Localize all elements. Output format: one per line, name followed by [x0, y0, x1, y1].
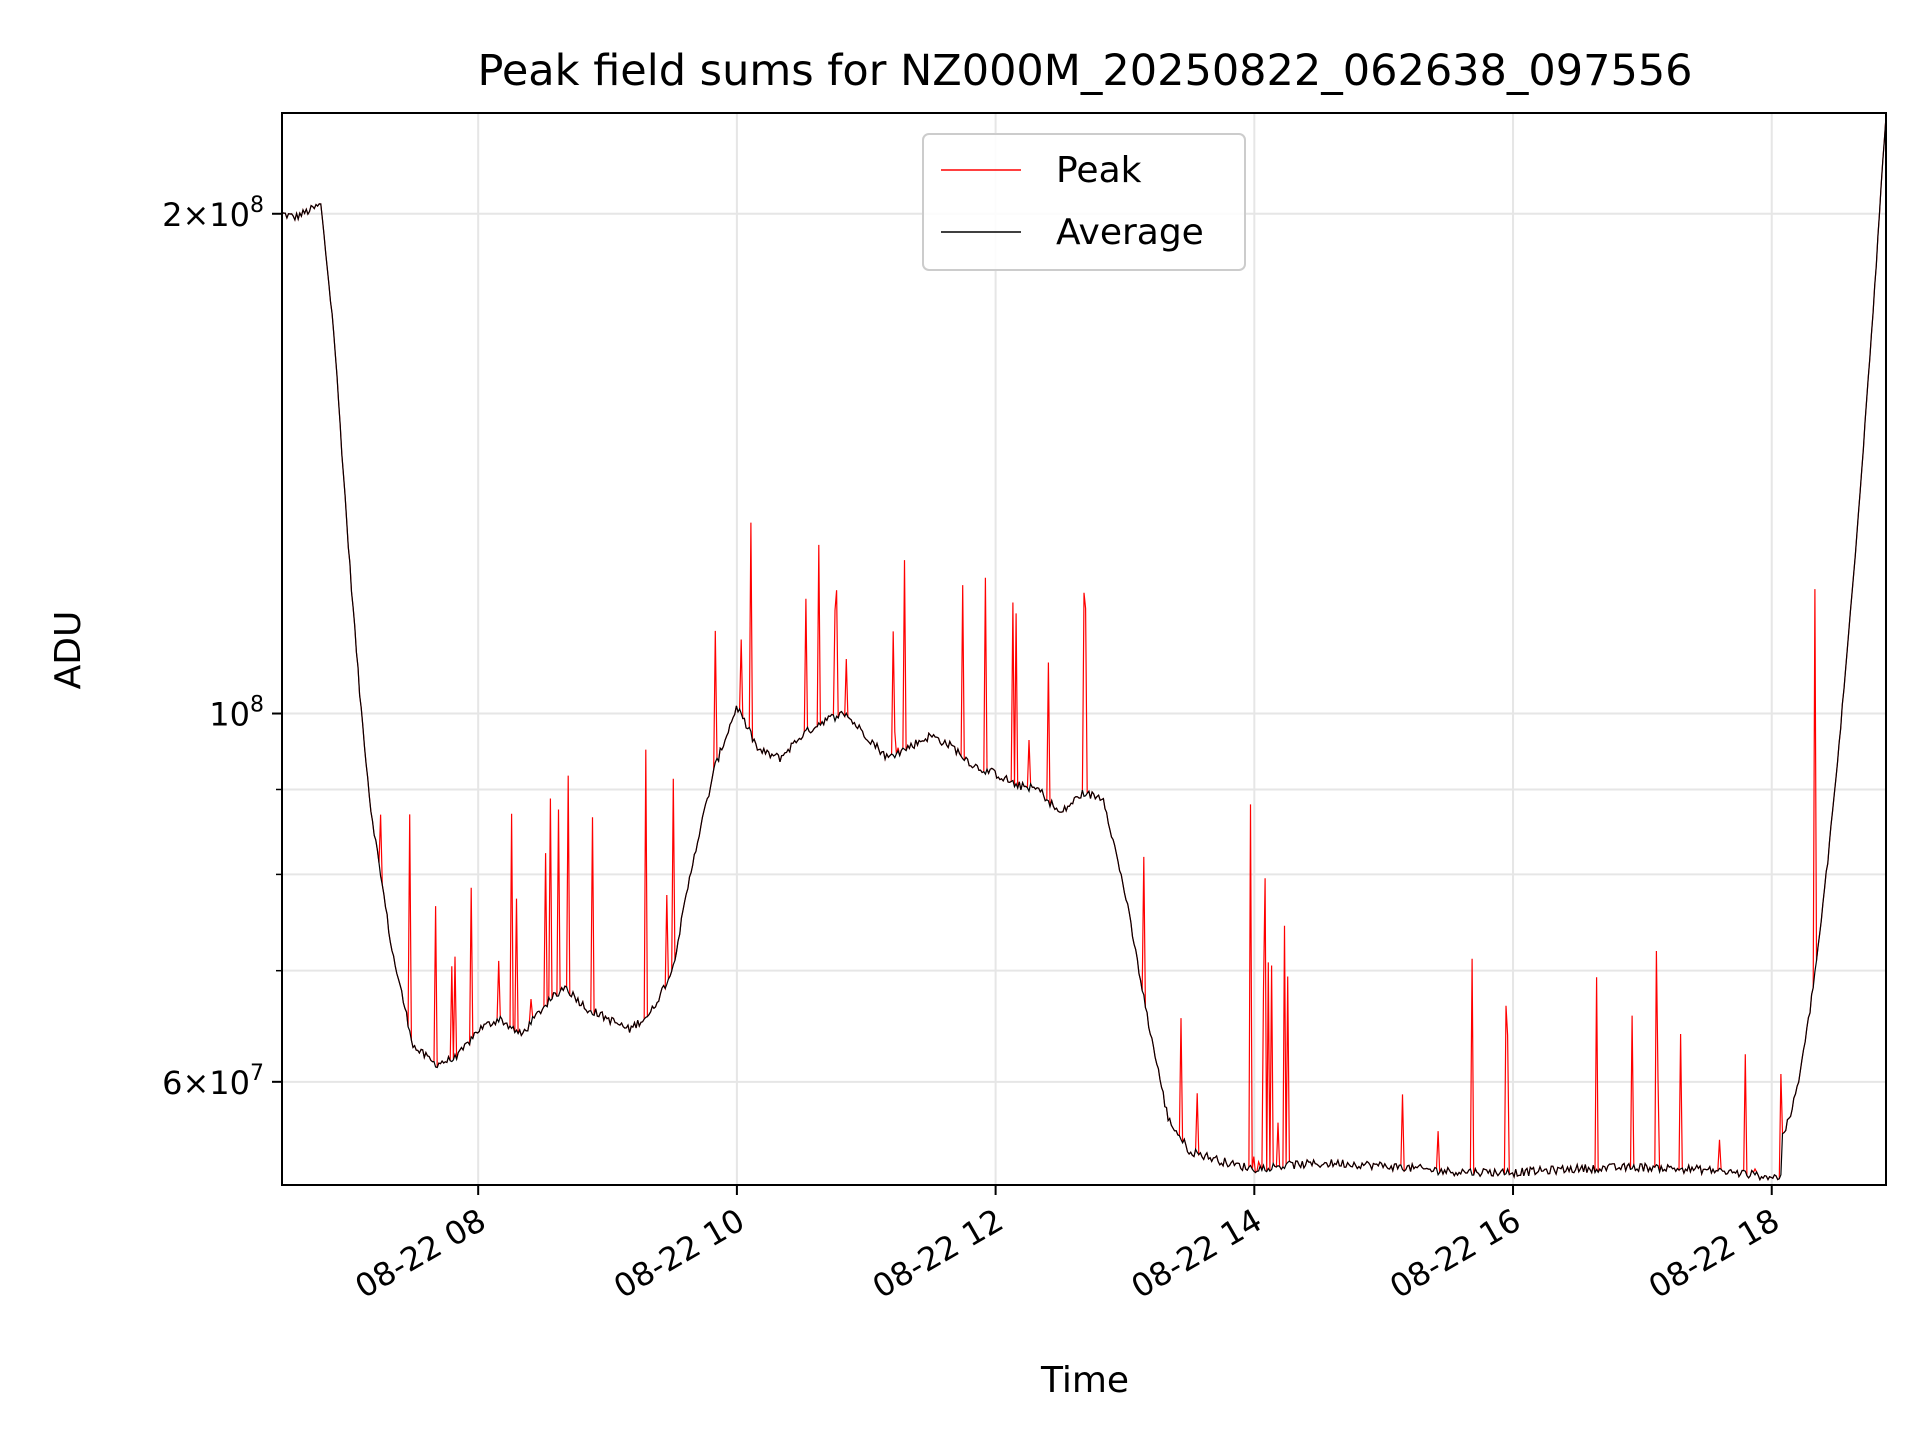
y-tick-label: 2×108 — [162, 193, 264, 234]
legend-box — [922, 133, 1246, 271]
x-tick-label: 08-22 12 — [866, 1201, 1010, 1306]
x-tick-label: 08-22 18 — [1642, 1201, 1786, 1306]
series-peak-line — [281, 116, 1887, 1182]
x-tick-label: 08-22 08 — [349, 1201, 493, 1306]
series-average-line — [281, 116, 1887, 1182]
legend-peak-label: Peak — [1056, 150, 1142, 191]
chart-title: Peak field sums for NZ000M_20250822_0626… — [477, 46, 1692, 96]
x-axis-label: Time — [1040, 1360, 1129, 1401]
x-tick-label: 08-22 10 — [607, 1201, 751, 1306]
plot-area — [281, 116, 1887, 1182]
x-axis: 08-22 08 08-22 10 08-22 12 08-22 14 08-22 16… — [349, 1185, 1786, 1306]
y-axis-label: ADU — [48, 611, 89, 690]
legend-average-label: Average — [1056, 212, 1204, 253]
y-tick-label: 6×107 — [162, 1061, 264, 1102]
y-axis: 2×108 108 6×107 — [162, 193, 282, 1102]
y-tick-label: 108 — [209, 693, 264, 734]
x-tick-label: 08-22 16 — [1383, 1201, 1527, 1306]
x-tick-label: 08-22 14 — [1125, 1201, 1269, 1306]
axes-frame — [281, 112, 1887, 1186]
legend: Peak Average — [922, 133, 1246, 271]
